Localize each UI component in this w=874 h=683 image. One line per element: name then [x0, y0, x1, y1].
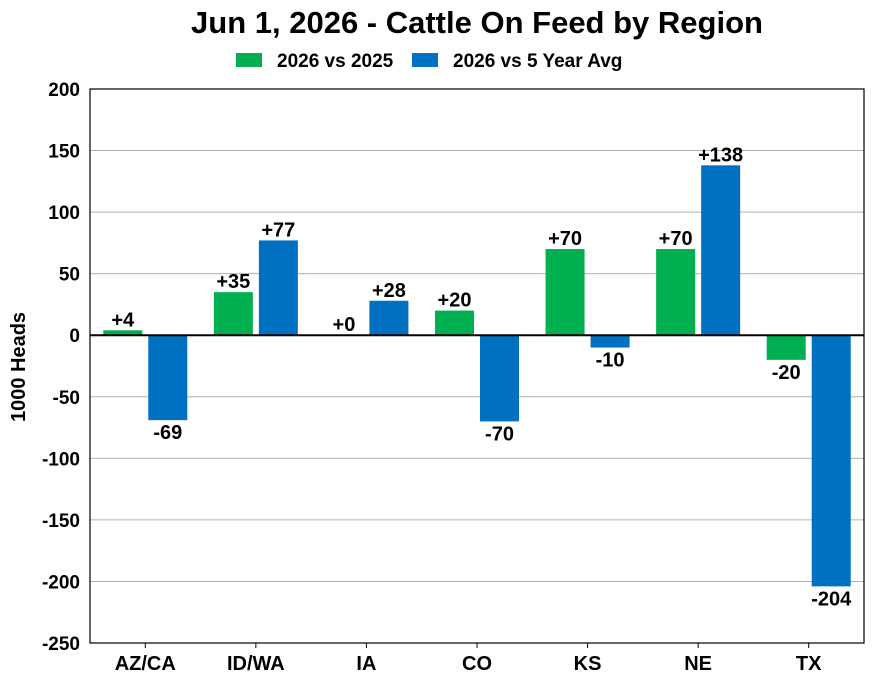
y-tick-label: -200 [42, 572, 80, 593]
x-tick-label: NE [684, 653, 712, 675]
y-axis-label: 1000 Heads [8, 312, 30, 422]
legend-label-2026-vs-5-year-avg: 2026 vs 5 Year Avg [453, 51, 622, 72]
bar [480, 335, 519, 422]
y-tick-label: 200 [48, 80, 80, 101]
x-tick-label: TX [796, 653, 822, 675]
y-tick-label: 0 [69, 326, 80, 347]
data-label: -69 [153, 422, 182, 444]
data-label: +0 [333, 314, 356, 336]
x-tick-label: ID/WA [227, 653, 285, 675]
data-label: -70 [485, 423, 514, 445]
data-label: +138 [698, 144, 743, 166]
y-tick-label: 100 [48, 203, 80, 224]
data-label: +20 [438, 290, 472, 312]
x-tick-label: KS [574, 653, 602, 675]
x-tick-labels: AZ/CA ID/WA IA CO KS NE TX [115, 643, 822, 675]
plot-frame [89, 88, 865, 644]
bar [811, 335, 851, 587]
bar [213, 292, 253, 336]
y-tick-labels: 200 150 100 50 0 -50 -100 -150 -200 -250 [42, 80, 80, 655]
bar [103, 330, 143, 336]
data-label: -204 [811, 588, 852, 610]
legend-swatch-2026-vs-5-year-avg [412, 53, 438, 67]
y-tick-label: -100 [42, 449, 80, 470]
gridlines [90, 88, 864, 644]
x-tick-label: IA [356, 653, 376, 675]
y-tick-label: -150 [42, 511, 80, 532]
data-label: +70 [548, 228, 582, 250]
x-tick-label: AZ/CA [115, 653, 176, 675]
bars [103, 165, 851, 587]
legend-swatch-2026-vs-2025 [236, 53, 262, 67]
bar [590, 335, 630, 348]
bar [258, 240, 298, 336]
data-label: -20 [772, 362, 801, 384]
data-label: +70 [659, 228, 693, 250]
bar [766, 335, 806, 360]
legend-label-2026-vs-2025: 2026 vs 2025 [277, 51, 394, 72]
data-label: +4 [111, 309, 135, 331]
bar [148, 335, 188, 421]
data-label: +28 [372, 280, 406, 302]
data-label: +77 [261, 219, 295, 241]
y-tick-label: 50 [59, 265, 80, 286]
x-tick-label: CO [462, 653, 492, 675]
bar [701, 165, 741, 336]
bar [435, 310, 474, 336]
bar [369, 300, 409, 336]
chart-title: Jun 1, 2026 - Cattle On Feed by Region [191, 5, 763, 40]
bar [656, 249, 696, 336]
data-label: -10 [596, 350, 625, 372]
legend: 2026 vs 2025 2026 vs 5 Year Avg [236, 51, 622, 72]
y-tick-label: -50 [53, 388, 80, 409]
y-tick-label: -250 [42, 634, 80, 655]
data-labels: +4 -69 +35 +77 +0 +28 +20 -70 +70 -10 +70 +138 -20 -2… [111, 144, 852, 610]
y-tick-label: 150 [48, 142, 80, 163]
bar [545, 249, 585, 336]
data-label: +35 [216, 271, 250, 293]
